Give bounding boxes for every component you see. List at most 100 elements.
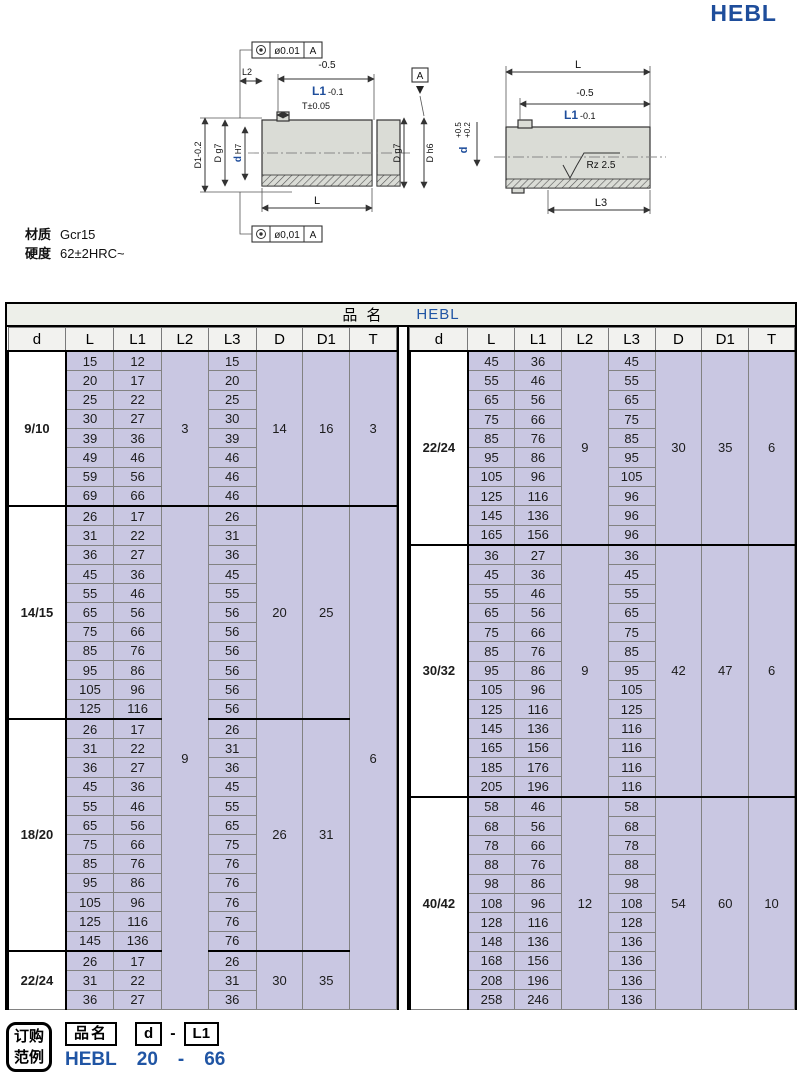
cell-L1: 86	[113, 872, 162, 894]
cell-L3: 36	[207, 989, 257, 1010]
cell-L3: 30	[207, 408, 257, 430]
cell-L: 95	[467, 447, 516, 468]
cell-L1: 46	[514, 370, 562, 391]
col-header-D: D	[255, 327, 304, 352]
page-title: HEBL	[710, 0, 777, 26]
cell-L: 26	[65, 505, 115, 527]
dim-l2: L2	[242, 67, 252, 77]
cell-T: 6	[748, 350, 795, 546]
concentricity-icon	[256, 229, 266, 239]
cell-L1: 56	[514, 602, 562, 624]
sample-name: HEBL	[65, 1049, 117, 1070]
product-name-label: 品名	[342, 307, 391, 324]
cell-L: 75	[467, 408, 516, 430]
dim-d-g7: D g7	[213, 143, 223, 162]
dim-l1-tol: -0.1	[328, 87, 344, 97]
cell-L: 31	[65, 525, 115, 546]
cell-L1: 86	[514, 447, 562, 468]
col-header-d: d	[409, 327, 469, 352]
cell-D1: 31	[302, 717, 351, 952]
cell-L1: 76	[113, 640, 162, 662]
cell-L: 59	[65, 466, 115, 487]
cell-D1: 47	[701, 543, 750, 798]
cell-L: 85	[65, 640, 115, 662]
cell-L: 148	[467, 931, 516, 952]
cell-L3: 36	[207, 544, 257, 565]
cell-L3: 56	[207, 660, 257, 681]
cell-L1: 136	[514, 718, 562, 739]
surface-roughness: Rz 2.5	[587, 160, 616, 171]
cell-T: 3	[349, 349, 397, 507]
cell-L: 128	[467, 912, 516, 933]
material-value: Gcr15	[60, 227, 96, 242]
gdt-frame-bottom: ø0,01 A	[239, 192, 323, 243]
cell-L1: 56	[113, 602, 162, 623]
hatch-band	[376, 174, 401, 187]
right-drawing: L -0.5 L1 -0.1 +0.5 +0.2 d Rz 2.5 L3	[454, 59, 666, 214]
cell-L: 105	[467, 466, 516, 487]
cell-L3: 56	[207, 640, 257, 662]
cell-L1: 17	[113, 717, 162, 740]
cell-L: 65	[65, 602, 115, 623]
cell-L1: 196	[514, 970, 562, 991]
cell-L3: 55	[207, 583, 257, 604]
dim-t: T±0.05	[302, 101, 330, 111]
bushing-side-part	[494, 119, 666, 194]
cell-L1: 46	[514, 583, 562, 604]
cell-L: 145	[65, 930, 115, 952]
cell-L: 165	[467, 524, 516, 546]
cell-L1: 36	[113, 563, 162, 585]
cell-L1: 36	[514, 564, 562, 585]
material-line: 材质 Gcr15	[25, 225, 125, 244]
col-header-L: L	[467, 327, 516, 352]
cell-L: 65	[467, 389, 516, 410]
cell-L3: 25	[207, 389, 257, 410]
cell-L: 25	[65, 389, 115, 410]
hardness-line: 硬度 62±2HRC~	[25, 244, 125, 263]
right-dims: L -0.5 L1 -0.1 +0.5 +0.2 d Rz 2.5 L3	[454, 59, 651, 214]
cell-D: 20	[255, 505, 304, 720]
cell-L1: 56	[514, 389, 562, 410]
cell-L: 105	[467, 679, 516, 701]
cell-L3: 98	[607, 873, 656, 894]
cell-L: 125	[467, 699, 516, 720]
cell-L1: 86	[514, 873, 562, 894]
dimension-table-wrap: 品名 HEBL d L L1 L2 L3 D D1 T 9/10 15 12 3 15 14 16 3 20 17…	[5, 302, 797, 1011]
cell-L1: 66	[113, 834, 162, 855]
cell-L1: 86	[514, 660, 562, 681]
col-header-L2: L2	[161, 327, 209, 352]
cell-L3: 76	[207, 930, 257, 952]
cell-L2: 9	[560, 350, 609, 546]
cell-L: 55	[65, 795, 115, 817]
cell-L: 98	[467, 873, 516, 894]
cell-T: 6	[748, 543, 795, 798]
cell-L3: 56	[207, 602, 257, 623]
cell-L1: 27	[113, 757, 162, 778]
cell-D: 54	[654, 795, 703, 1010]
cell-L3: 128	[607, 912, 656, 933]
cell-L3: 36	[607, 543, 656, 566]
cell-L3: 55	[207, 795, 257, 817]
cell-L2: 9	[560, 543, 609, 798]
cell-L: 95	[65, 872, 115, 894]
sample-l1: 66	[204, 1049, 226, 1070]
cell-L3: 76	[207, 892, 257, 913]
cell-L3: 46	[207, 466, 257, 487]
cell-L1: 12	[113, 350, 162, 372]
cell-L1: 76	[514, 428, 562, 449]
cell-L3: 96	[607, 505, 656, 526]
cell-L1: 246	[514, 989, 562, 1010]
cell-L3: 116	[607, 718, 656, 739]
cell-L1: 196	[514, 776, 562, 798]
cell-L3: 26	[207, 717, 257, 740]
sample-dash: -	[177, 1049, 185, 1070]
cell-L3: 76	[207, 853, 257, 874]
order-box-line2: 范例	[14, 1049, 45, 1066]
gdt-top-datum: A	[310, 46, 317, 57]
cell-T: 10	[748, 795, 795, 1010]
cell-L3: 136	[607, 950, 656, 972]
cell-L3: 46	[207, 485, 257, 507]
hatch-band	[261, 174, 373, 187]
gdt-bottom-value: ø0,01	[274, 230, 300, 241]
hatch-band	[505, 178, 651, 189]
